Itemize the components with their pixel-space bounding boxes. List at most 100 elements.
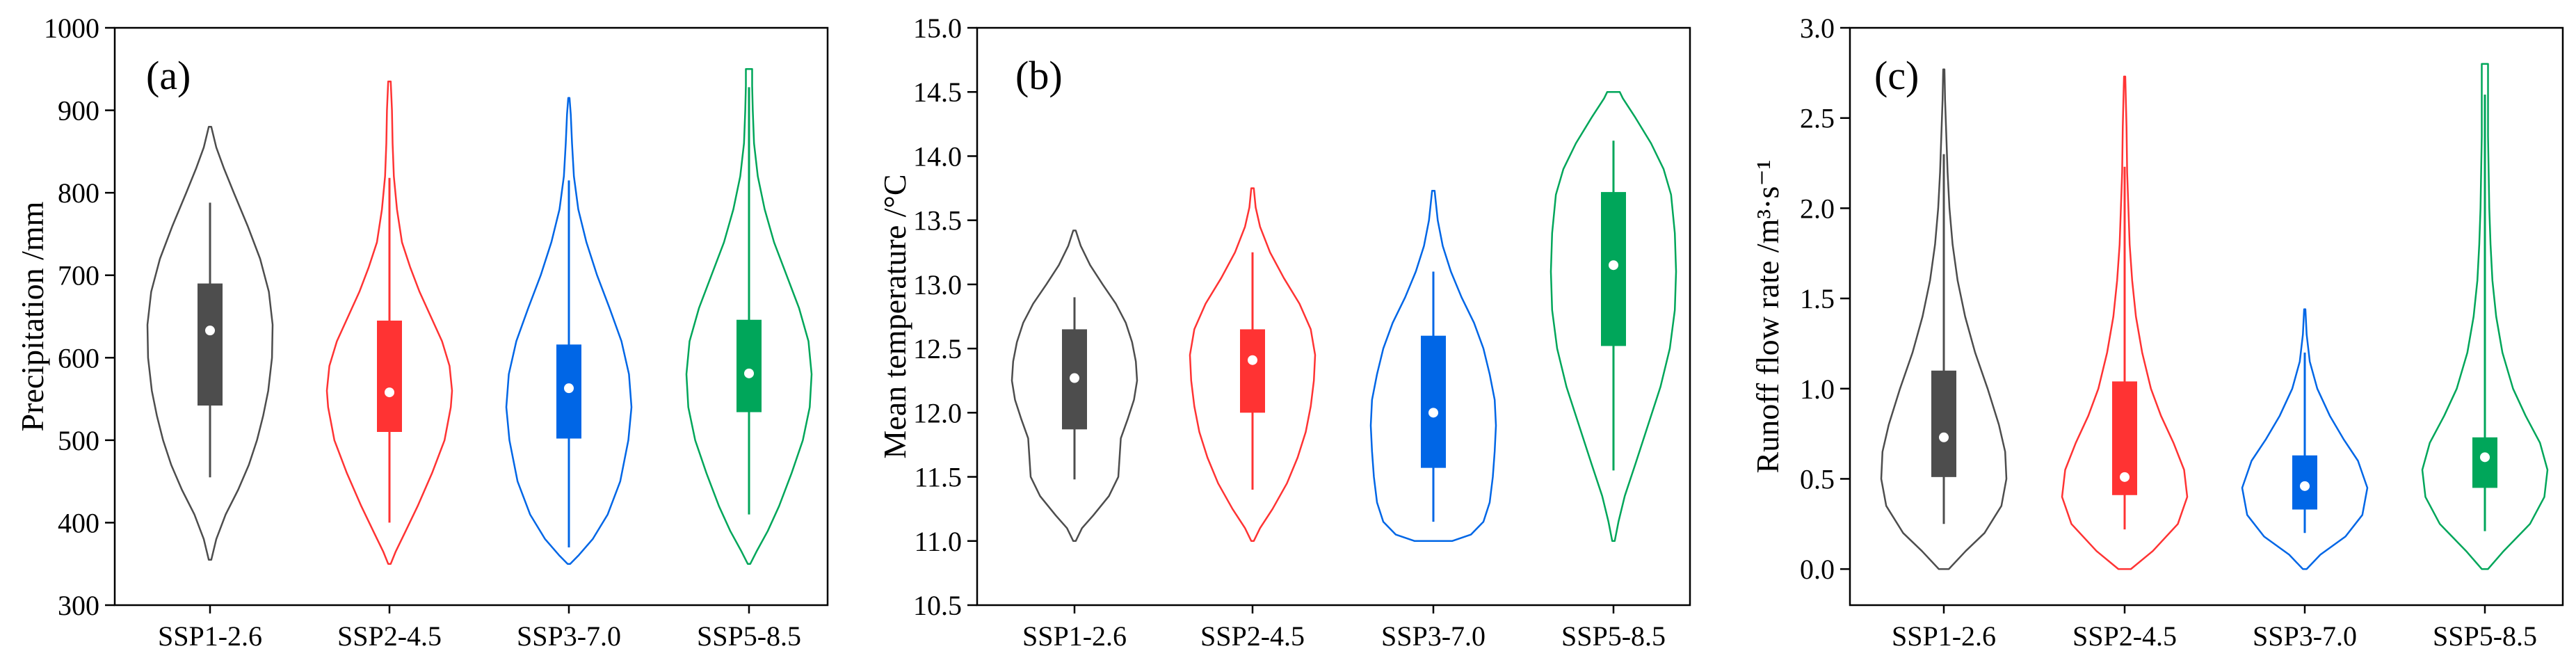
x-tick-label: SSP2-4.5: [337, 620, 442, 652]
panel-label: (a): [146, 53, 191, 98]
y-tick-label: 11.5: [914, 462, 962, 493]
violin-SSP5-8.5: [2421, 63, 2549, 570]
x-tick-label: SSP3-7.0: [1381, 620, 1486, 652]
iqr-box: [1421, 335, 1446, 468]
iqr-box: [198, 283, 223, 406]
plot-frame: [976, 26, 1691, 607]
x-tick-label: SSP5-8.5: [1561, 620, 1666, 652]
median-marker: [1070, 373, 1079, 383]
y-tick-label: 11.0: [914, 526, 962, 557]
y-tick-label: 2.0: [1800, 193, 1835, 224]
y-tick-label: 10.5: [913, 590, 962, 621]
median-marker: [564, 383, 574, 394]
violin-SSP1-2.6: [1011, 230, 1138, 543]
median-marker: [205, 326, 215, 336]
violin-SSP3-7.0: [2241, 308, 2369, 570]
x-tick-label: SSP3-7.0: [2253, 620, 2357, 652]
x-tick-label: SSP5-8.5: [697, 620, 801, 652]
y-axis-title: Mean temperature /°C: [877, 174, 912, 458]
x-tick-label: SSP1-2.6: [1022, 620, 1127, 652]
y-axis-title: Runoff flow rate /m³·s⁻¹: [1750, 160, 1785, 474]
violins: [1880, 63, 2549, 570]
violin-outline: [2421, 63, 2549, 570]
iqr-box: [2472, 437, 2497, 488]
violin-SSP2-4.5: [2061, 75, 2189, 570]
y-tick-label: 500: [58, 425, 99, 456]
y-tick-label: 1.5: [1800, 283, 1835, 314]
y-tick-label: 600: [58, 342, 99, 374]
panel-b: 10.5 11.0 11.5 12.0 12.5 13.0 13.5 14.0 14.5 15.0…: [877, 13, 1691, 652]
violin-outline: [146, 126, 274, 561]
median-marker: [1609, 260, 1618, 271]
x-tick-label: SSP3-7.0: [517, 620, 621, 652]
y-tick-label: 800: [58, 177, 99, 209]
violin-outline: [685, 68, 813, 565]
y-tick-label: 13.5: [913, 205, 962, 236]
iqr-box: [736, 319, 762, 412]
violin-outline: [1369, 189, 1497, 543]
y-axis: 300 400 500 600 700 800 900 1000: [44, 13, 115, 621]
y-tick-label: 0.5: [1800, 463, 1835, 495]
iqr-box: [377, 320, 402, 432]
violin-outline: [1549, 90, 1677, 543]
y-tick-label: 12.0: [913, 397, 962, 428]
x-tick-label: SSP2-4.5: [1200, 620, 1305, 652]
y-axis: 0.0 0.5 1.0 1.5 2.0 2.5 3.0: [1800, 13, 1850, 585]
y-tick-label: 14.0: [913, 141, 962, 172]
y-axis: 10.5 11.0 11.5 12.0 12.5 13.0 13.5 14.0 14.5 15.0: [913, 13, 977, 621]
x-axis: SSP1-2.6 SSP2-4.5 SSP3-7.0 SSP5-8.5: [158, 605, 801, 652]
violin-SSP2-4.5: [1189, 187, 1317, 543]
panel-c: 0.00.51.01.52.02.53.0 SSP1-2.6 SSP2-4.5 SS…: [1750, 13, 2564, 652]
y-tick-label: 2.5: [1800, 103, 1835, 134]
violin-SSP1-2.6: [1880, 68, 2008, 570]
y-tick-label: 1000: [44, 13, 99, 44]
violins: [146, 68, 813, 565]
y-tick-label: 400: [58, 507, 99, 538]
violin-SSP5-8.5: [1549, 90, 1677, 543]
x-tick-label: SSP1-2.6: [158, 620, 262, 652]
y-tick-label: 700: [58, 260, 99, 291]
iqr-box: [1931, 370, 1956, 477]
y-tick-label: 300: [58, 590, 99, 621]
panel-label: (c): [1874, 53, 1919, 98]
plot-frame: [113, 26, 829, 607]
median-marker: [2300, 481, 2310, 491]
violin-SSP3-7.0: [1369, 189, 1497, 543]
violin-SSP1-2.6: [146, 126, 274, 561]
y-axis-title: Precipitation /mm: [15, 201, 50, 431]
panel-a: 300 400 500 600 700 800 900 1000 SSP1-2.6 SSP2-4…: [15, 13, 829, 652]
x-axis: SSP1-2.6 SSP2-4.5 SSP3-7.0 SSP5-8.5: [1022, 605, 1666, 652]
y-tick-label: 900: [58, 95, 99, 127]
panel-label: (b): [1015, 53, 1063, 98]
y-tick-label: 12.5: [913, 333, 962, 364]
violin-outline: [2241, 308, 2369, 570]
y-tick-label: 1.0: [1800, 374, 1835, 405]
median-marker: [2120, 472, 2130, 482]
x-tick-label: SSP5-8.5: [2433, 620, 2537, 652]
violin-outline: [325, 80, 453, 565]
plot-frame: [1849, 26, 2564, 607]
x-axis: SSP1-2.6 SSP2-4.5 SSP3-7.0 SSP5-8.5: [1892, 605, 2537, 652]
x-tick-label: SSP2-4.5: [2072, 620, 2177, 652]
violin-outline: [1189, 187, 1317, 543]
y-tick-label: 15.0: [913, 13, 962, 44]
median-marker: [1248, 355, 1257, 365]
violin-SSP5-8.5: [685, 68, 813, 565]
y-tick-label: 0.0: [1800, 554, 1835, 585]
median-marker: [385, 387, 394, 398]
y-tick-label: 14.5: [913, 77, 962, 108]
median-marker: [744, 368, 754, 378]
violin-outline: [1011, 230, 1138, 543]
y-tick-label: 13.0: [913, 269, 962, 300]
violin-SSP3-7.0: [505, 97, 633, 565]
violin-SSP2-4.5: [325, 80, 453, 565]
iqr-box: [1240, 329, 1265, 413]
x-tick-label: SSP1-2.6: [1892, 620, 1996, 652]
violin-outline: [1880, 68, 2008, 570]
y-tick-label: 3.0: [1800, 13, 1835, 44]
violin-outline: [505, 97, 633, 565]
median-marker: [2480, 452, 2490, 463]
violin-outline: [2061, 75, 2189, 570]
median-marker: [1939, 432, 1949, 442]
